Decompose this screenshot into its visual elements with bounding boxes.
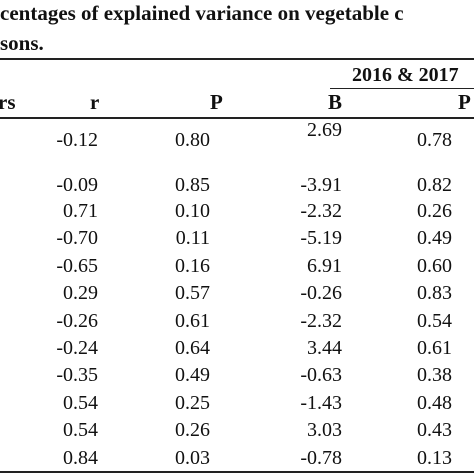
cell-r: -0.70 bbox=[56, 227, 98, 249]
cell-r: -0.26 bbox=[56, 310, 98, 332]
cell-b: -2.32 bbox=[300, 310, 342, 332]
cell-p: 0.61 bbox=[175, 310, 210, 332]
cell-p-2: 0.38 bbox=[417, 364, 452, 386]
cell-r: 0.54 bbox=[63, 419, 98, 441]
cell-b: 3.44 bbox=[307, 337, 342, 359]
group-header-years: 2016 & 2017 bbox=[352, 64, 459, 86]
cell-p-2: 0.60 bbox=[417, 255, 452, 277]
cell-p: 0.10 bbox=[175, 200, 210, 222]
cell-p-2: 0.13 bbox=[417, 447, 452, 469]
cell-p: 0.11 bbox=[175, 227, 210, 249]
cell-p-2: 0.78 bbox=[417, 129, 452, 151]
cell-r: 0.84 bbox=[63, 447, 98, 469]
group-header-rule bbox=[330, 88, 474, 89]
table-bottom-rule bbox=[0, 471, 474, 473]
cell-p-2: 0.48 bbox=[417, 392, 452, 414]
caption-line-2: sons. bbox=[0, 31, 44, 55]
cell-r: -0.24 bbox=[56, 337, 98, 359]
cell-r: -0.09 bbox=[56, 174, 98, 196]
column-header-p-2: P bbox=[458, 90, 471, 114]
cell-b: -0.26 bbox=[300, 282, 342, 304]
cell-r: 0.54 bbox=[63, 392, 98, 414]
cell-p: 0.80 bbox=[175, 129, 210, 151]
cell-b: 6.91 bbox=[307, 255, 342, 277]
cell-p: 0.03 bbox=[175, 447, 210, 469]
cell-p: 0.25 bbox=[175, 392, 210, 414]
header-bottom-rule bbox=[0, 117, 474, 119]
cell-r: -0.35 bbox=[56, 364, 98, 386]
cell-p: 0.26 bbox=[175, 419, 210, 441]
cell-b: 3.03 bbox=[307, 419, 342, 441]
column-header-r: r bbox=[90, 90, 100, 114]
cell-p-2: 0.49 bbox=[417, 227, 452, 249]
cell-p: 0.57 bbox=[175, 282, 210, 304]
cell-p-2: 0.43 bbox=[417, 419, 452, 441]
column-header-factors: rs bbox=[0, 90, 16, 114]
cell-b: -2.32 bbox=[300, 200, 342, 222]
table-top-rule bbox=[0, 58, 474, 60]
cell-p: 0.16 bbox=[175, 255, 210, 277]
caption-line-1: centages of explained variance on vegeta… bbox=[0, 1, 404, 25]
cell-p-2: 0.54 bbox=[417, 310, 452, 332]
cell-p-2: 0.26 bbox=[417, 200, 452, 222]
cell-r: 0.29 bbox=[63, 282, 98, 304]
cell-p-2: 0.83 bbox=[417, 282, 452, 304]
cell-r: -0.65 bbox=[56, 255, 98, 277]
cell-b: -0.63 bbox=[300, 364, 342, 386]
cell-r: -0.12 bbox=[56, 129, 98, 151]
cell-b: 2.69 bbox=[307, 119, 342, 141]
column-header-p: P bbox=[210, 90, 223, 114]
cell-p: 0.85 bbox=[175, 174, 210, 196]
cell-b: -1.43 bbox=[300, 392, 342, 414]
cell-b: -3.91 bbox=[300, 174, 342, 196]
cell-r: 0.71 bbox=[63, 200, 98, 222]
cell-p-2: 0.61 bbox=[417, 337, 452, 359]
cell-p-2: 0.82 bbox=[417, 174, 452, 196]
cell-b: -5.19 bbox=[300, 227, 342, 249]
cell-b: -0.78 bbox=[300, 447, 342, 469]
cell-p: 0.64 bbox=[175, 337, 210, 359]
column-header-b: B bbox=[328, 90, 343, 114]
cell-p: 0.49 bbox=[175, 364, 210, 386]
